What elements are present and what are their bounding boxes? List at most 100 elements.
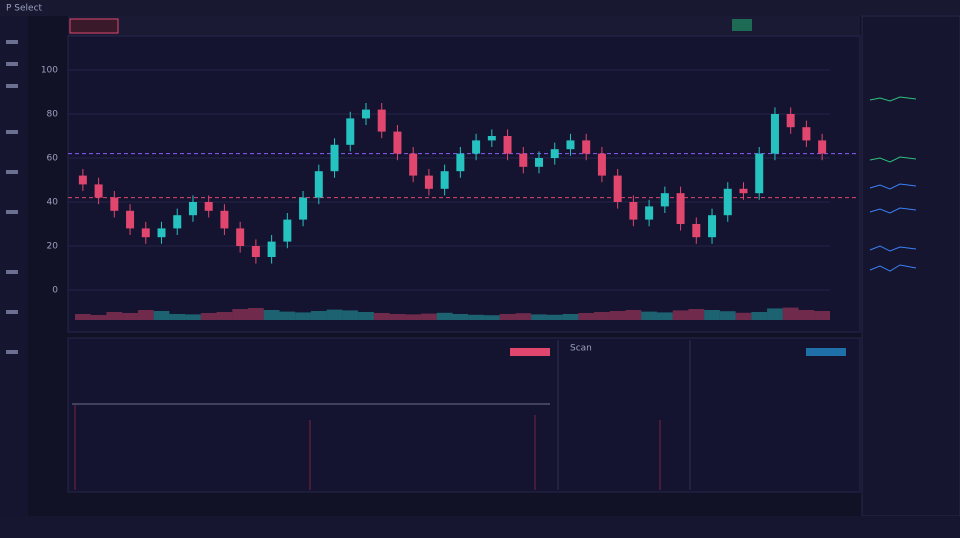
candle-body [597,153,606,176]
status-bar [0,516,960,538]
candle-body [456,153,465,172]
volume-bar [326,309,343,320]
candle-body [110,197,119,211]
candle-body [173,215,182,229]
volume-bar [90,315,107,320]
candle-body [251,246,260,257]
volume-bar [122,313,138,320]
symbol-button[interactable] [69,18,119,34]
right-panel [861,15,960,517]
volume-bar [625,310,642,320]
volume-bar [688,309,705,320]
volume-bar [263,310,280,320]
candle-body [660,193,669,207]
volume-bar [295,312,311,320]
candle-body [220,210,229,229]
volume-bar [75,314,91,320]
volume-bar [153,311,170,320]
candle-body [188,202,197,216]
volume-bar [373,313,390,320]
candle-body [535,158,544,167]
candle-body [283,219,292,242]
candle-body [472,140,481,154]
lower-panel [67,337,861,493]
volume-bar [452,314,469,320]
candle-body [613,175,622,202]
candle-body [314,171,323,198]
candle-body [236,228,245,246]
volume-bar [499,314,516,320]
candle-body [78,175,87,185]
candle-body [676,193,685,224]
candle-body [818,140,827,154]
volume-bar [137,310,154,320]
volume-bar [594,312,610,320]
candle-body [692,224,701,238]
volume-bar [562,314,579,320]
volume-bar [405,314,422,320]
candle-body [141,228,150,238]
candle-body [440,171,449,189]
candle-body [802,127,811,141]
volume-bar [751,312,768,320]
candle-body [94,184,103,198]
candle-body [267,241,276,257]
candle-body [126,210,135,229]
candle-body [645,206,654,220]
top-bar [0,0,960,16]
y-tick-label: 0 [52,286,58,296]
volume-bar [531,314,547,320]
y-tick-label: 20 [47,242,59,252]
volume-bar [546,314,563,320]
volume-bar [483,315,500,320]
chart-panel [67,35,861,333]
candle-body [487,136,496,141]
candle-body [346,118,355,145]
candle-body [393,131,402,154]
order-button[interactable] [806,348,846,356]
volume-bar [672,310,689,320]
volume-bar [578,313,595,320]
y-tick-label: 100 [41,66,58,76]
volume-bar [609,311,626,320]
volume-bar [358,312,374,320]
volume-bar [200,313,217,320]
candle-body [299,197,308,220]
candle-body [723,188,732,216]
lower-chart-lines [74,405,661,490]
candle-body [582,140,591,154]
volume-bar [798,310,815,320]
sidebar-icons [6,40,18,354]
y-tick-label: 80 [47,110,59,120]
volume-bar [468,314,484,320]
volume-bar [814,311,830,320]
volume-bar [641,311,657,320]
candle-body [708,215,717,238]
candle-body [770,114,779,154]
volume-bar [279,311,296,320]
volume-bar [719,311,736,320]
order-button[interactable] [510,348,550,356]
candle-body [519,153,528,167]
volume-bar [704,310,720,320]
toolbar [68,16,860,36]
volume-bar [436,312,453,320]
volume-bar [342,310,359,320]
candle-body [755,153,764,194]
status-badge [732,19,752,31]
app-title: P Select [6,4,43,14]
candle-body [424,175,433,189]
volume-bar [389,314,406,320]
candle-body [629,202,638,220]
y-tick-label: 40 [47,198,59,208]
y-tick-label: 60 [47,154,59,164]
volume-bar [232,309,249,320]
candle-body [157,228,166,238]
candle-body [377,109,386,132]
candle-body [409,153,418,176]
volume-bar [515,313,532,320]
volume-bar [185,314,201,320]
volume-bar [421,313,437,320]
sidebar [0,16,28,516]
volume-bar [782,307,799,320]
